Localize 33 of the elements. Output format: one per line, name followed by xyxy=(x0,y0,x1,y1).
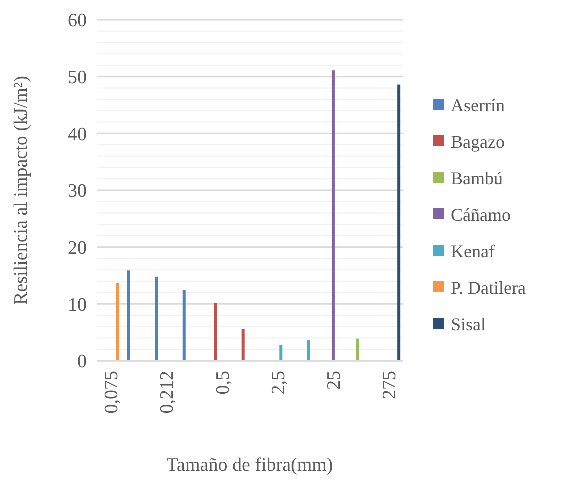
x-tick-label: 0,212 xyxy=(157,371,178,414)
legend-label: Bagazo xyxy=(451,132,505,152)
x-axis-title: Tamaño de fibra(mm) xyxy=(166,455,334,476)
bar xyxy=(127,270,130,361)
y-tick-label: 40 xyxy=(68,124,87,146)
legend-label: Sisal xyxy=(451,314,486,334)
x-tick-label: 275 xyxy=(380,371,401,400)
legend-label: Bambú xyxy=(451,168,503,188)
legend-label: Kenaf xyxy=(451,241,495,262)
y-tick-label: 30 xyxy=(68,181,87,202)
y-axis-title: Resiliencia al impacto (kJ/m²) xyxy=(11,76,32,305)
y-tick-label: 20 xyxy=(68,238,87,259)
x-tick-label: 0,5 xyxy=(212,371,234,395)
bar xyxy=(116,283,120,361)
y-tick-label: 0 xyxy=(78,352,87,373)
bar xyxy=(356,338,360,361)
bar xyxy=(242,329,245,361)
bar xyxy=(214,303,218,361)
legend-label: Cáñamo xyxy=(451,204,511,225)
bar xyxy=(307,340,310,361)
bar xyxy=(332,70,335,361)
y-tick-label: 60 xyxy=(68,10,87,32)
y-tick-label: 10 xyxy=(68,294,87,316)
x-tick-label: 2,5 xyxy=(268,371,290,395)
bar xyxy=(182,290,186,361)
bar xyxy=(155,276,158,361)
x-tick-label: 0,075 xyxy=(102,371,123,414)
x-tick-label: 25 xyxy=(324,371,346,390)
y-tick-label: 50 xyxy=(68,67,87,88)
legend-label: Aserrín xyxy=(451,95,505,116)
legend-label: P. Datilera xyxy=(451,278,526,298)
bar xyxy=(280,345,283,361)
bar xyxy=(398,84,401,361)
